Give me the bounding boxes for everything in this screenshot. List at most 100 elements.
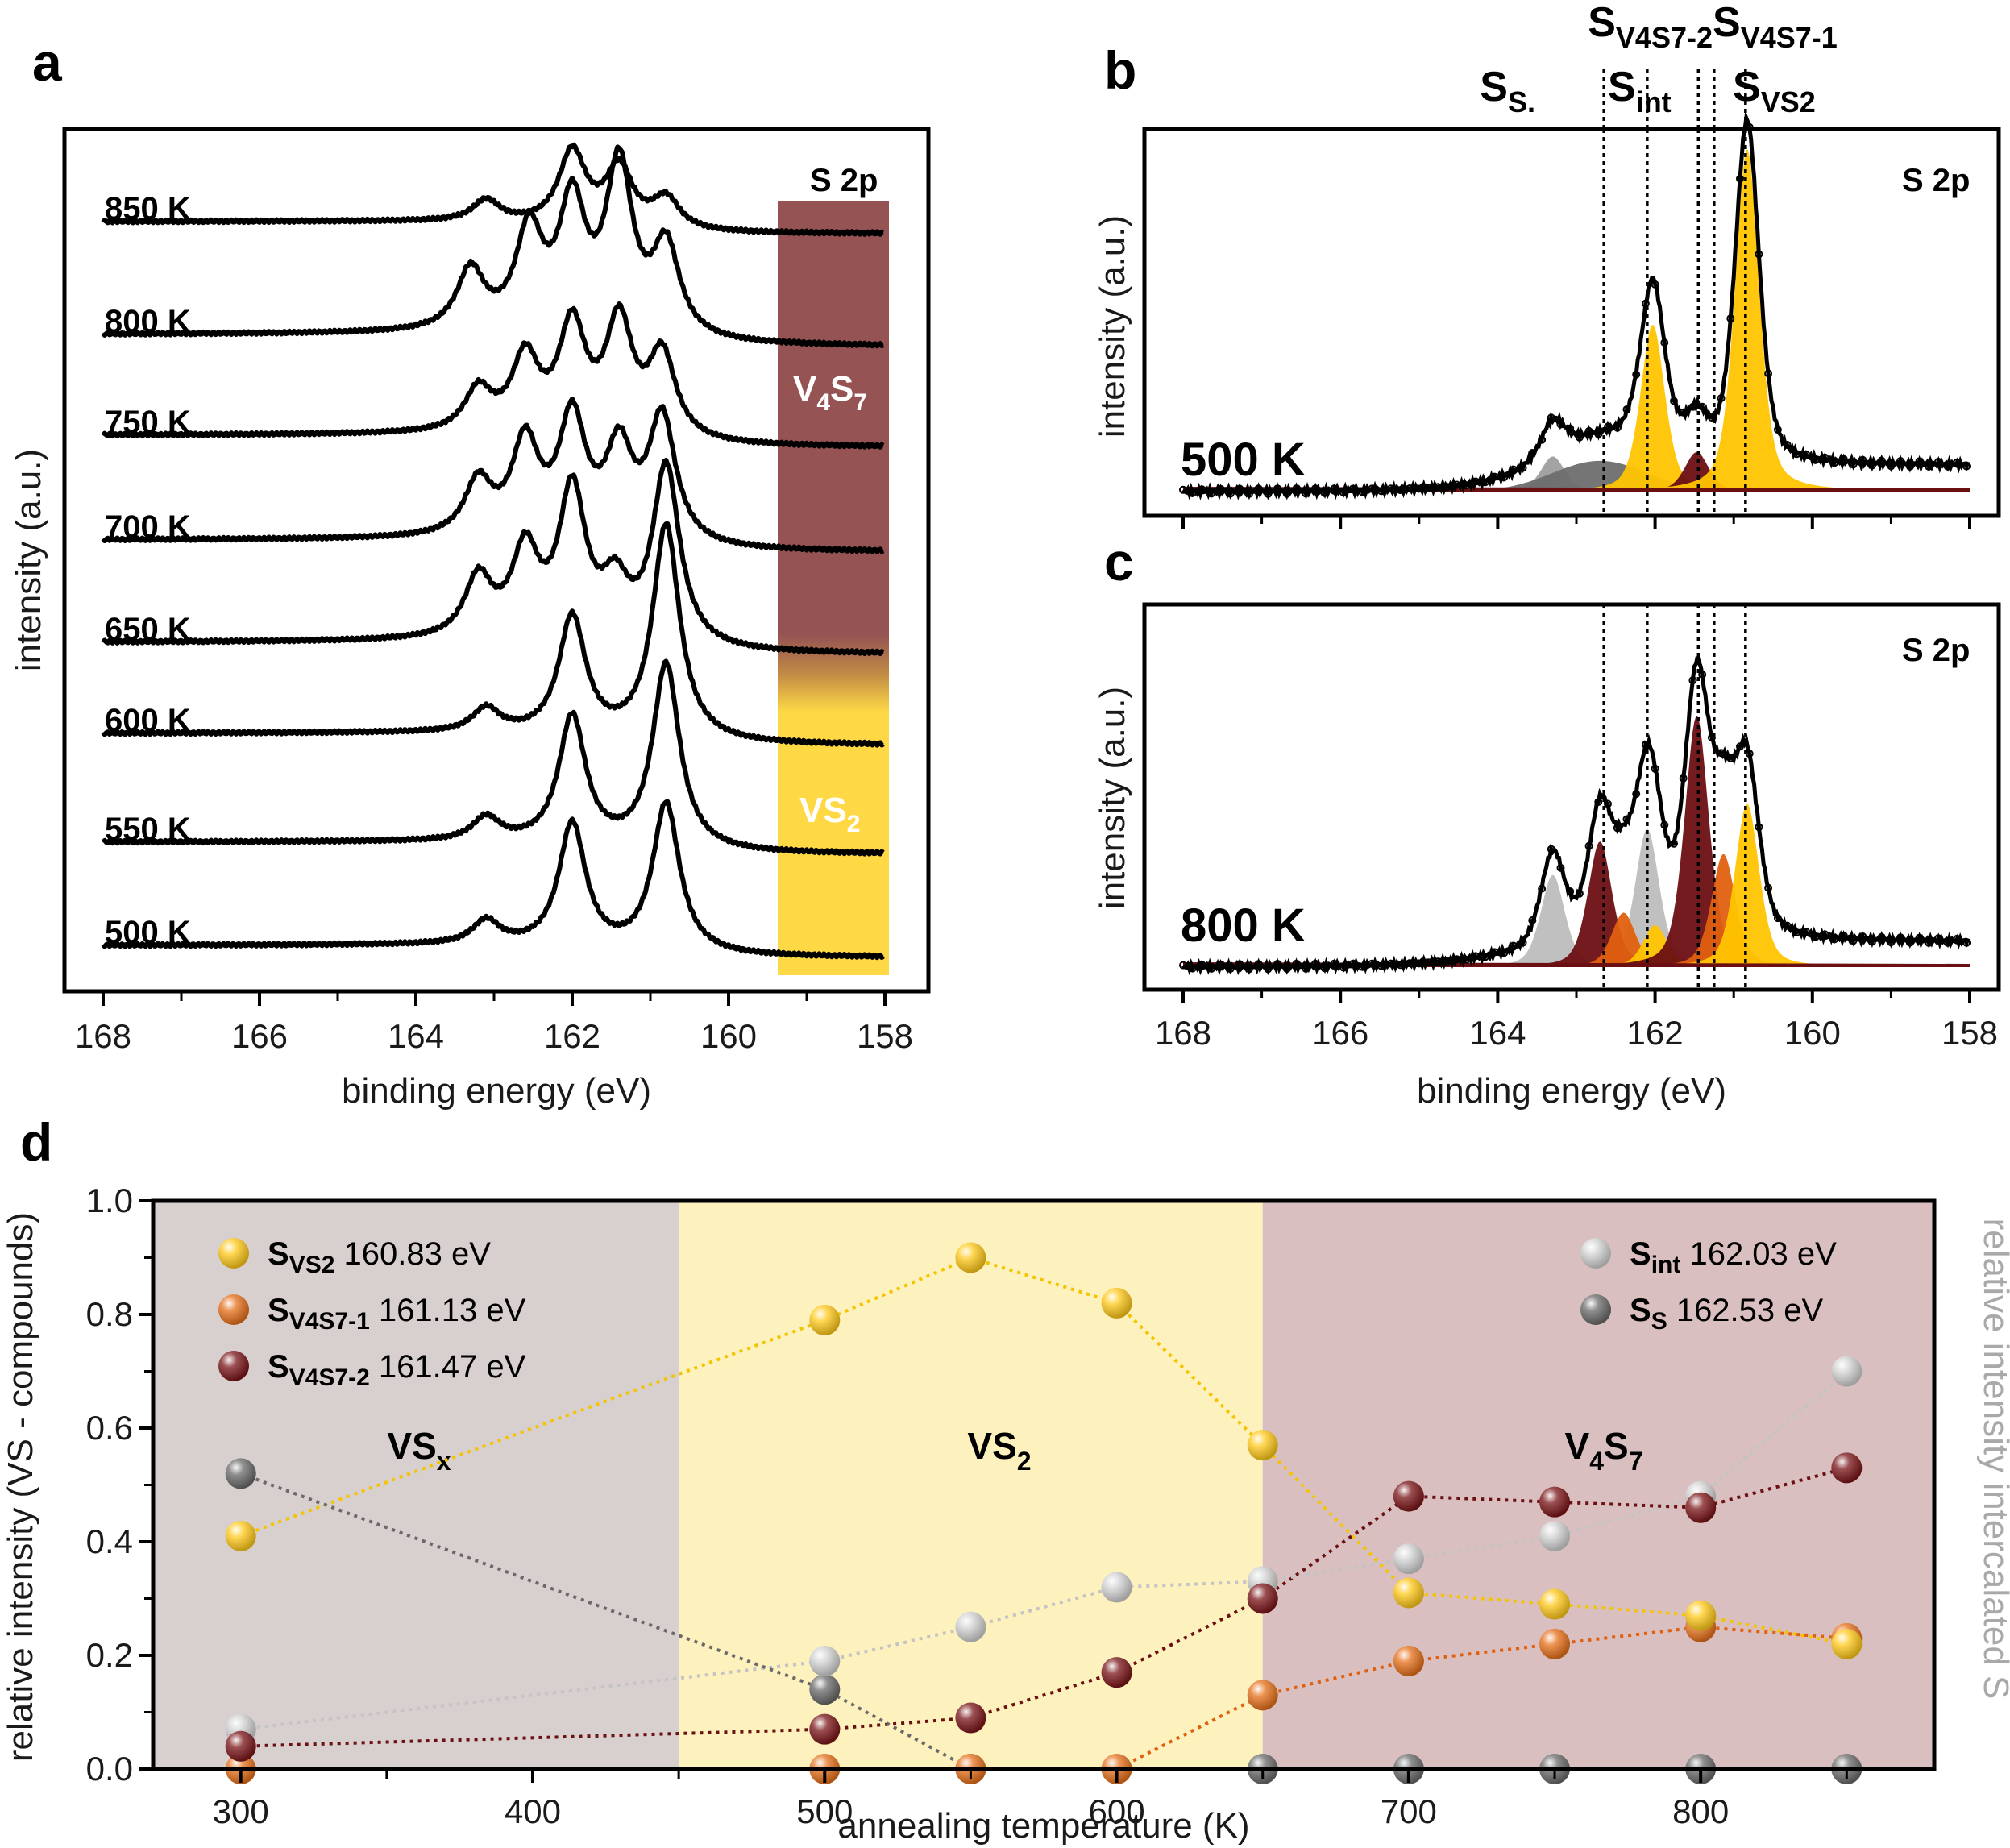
fit-component [1183, 841, 1970, 967]
data-point [1434, 483, 1443, 492]
legend-label: Sint 162.03 eV [1630, 1236, 1837, 1278]
data-point [1264, 965, 1273, 974]
data-point [1792, 450, 1801, 459]
data-point-shine [1685, 1492, 1717, 1523]
data-point [1547, 845, 1555, 853]
panel-b-s2p-label: S 2p [1902, 163, 1970, 198]
panel-a-spectra [101, 142, 885, 961]
fit-component [1183, 460, 1970, 492]
data-point [1500, 949, 1509, 957]
x-tick-label: 168 [1155, 1014, 1211, 1052]
data-point [1292, 484, 1301, 493]
data-point-shine [955, 1702, 986, 1734]
data-point [1962, 938, 1971, 947]
data-point-shine [1101, 1287, 1132, 1319]
data-point [1254, 484, 1263, 493]
data-point [1773, 914, 1782, 923]
data-point [1528, 916, 1537, 924]
spectrum-line [101, 397, 885, 554]
data-point [1717, 749, 1726, 758]
data-point [1462, 481, 1471, 490]
x-tick-label: 162 [1627, 1014, 1684, 1052]
data-point [1792, 928, 1801, 936]
data-point [1641, 740, 1650, 749]
data-point [1877, 932, 1886, 941]
data-point [1670, 839, 1678, 848]
data-point [1368, 959, 1377, 968]
data-point [1377, 487, 1385, 496]
data-point [1811, 932, 1820, 941]
x-tick-label: 164 [388, 1017, 444, 1055]
x-tick-label: 168 [75, 1017, 131, 1055]
data-point-shine [955, 1242, 986, 1273]
legend-label: SV4S7-1 161.13 eV [268, 1293, 526, 1335]
data-point [1877, 456, 1886, 465]
data-point [1660, 338, 1669, 347]
region-label: VSx [387, 1425, 451, 1476]
data-point [1273, 960, 1282, 968]
panel-c-x-axis: 168 166 164 162 160 158 [1155, 990, 1998, 1052]
panel-d-y-title-right: relative intensity intercalated S [1976, 1219, 2010, 1700]
legend-label: SV4S7-2 161.47 eV [268, 1349, 526, 1391]
data-point-shine [1685, 1600, 1717, 1631]
data-point [1707, 733, 1716, 742]
data-point [1282, 965, 1291, 974]
temperature-label: 500 K [105, 915, 191, 950]
data-point [1962, 462, 1971, 471]
data-point [1934, 458, 1942, 466]
band-label-v4s7: V4S7 [793, 369, 867, 416]
data-point-shine [225, 1458, 256, 1489]
panel-letter-b: b [1104, 40, 1136, 100]
data-point-shine [1539, 1520, 1571, 1551]
data-point [1481, 953, 1489, 961]
data-point [1320, 488, 1329, 497]
data-point-shine [809, 1646, 841, 1677]
data-point [1216, 484, 1225, 493]
panel-c-frame [1142, 602, 2001, 992]
data-point [1424, 484, 1433, 492]
data-point [1830, 935, 1839, 944]
data-point [1472, 952, 1481, 961]
region-label: VS2 [967, 1425, 1031, 1476]
data-point [1641, 299, 1650, 308]
panel-d-points [225, 1242, 1863, 1784]
data-point [1726, 754, 1735, 762]
data-point-shine [1101, 1572, 1132, 1603]
data-point [1566, 424, 1575, 433]
data-point [1302, 489, 1310, 498]
data-point [1566, 887, 1575, 895]
data-point [1452, 480, 1461, 489]
spectrum-line [101, 658, 885, 857]
data-point [1216, 960, 1225, 969]
data-point [1679, 774, 1688, 783]
data-point [1755, 823, 1763, 832]
data-point [1651, 280, 1659, 289]
data-point [1575, 433, 1584, 442]
data-point [1198, 485, 1206, 494]
data-point [1858, 932, 1867, 941]
panel-letter-a: a [32, 32, 63, 92]
data-point [1302, 964, 1310, 973]
data-point [1688, 676, 1697, 685]
data-point [1670, 397, 1678, 405]
data-point [1472, 477, 1481, 486]
data-point [1584, 426, 1593, 435]
data-point-shine [1247, 1680, 1278, 1711]
legend-marker-shine [218, 1294, 249, 1325]
data-point [1386, 959, 1395, 968]
data-point [1481, 478, 1489, 487]
data-point [1868, 461, 1876, 470]
panel-a: a S 2p V4S7 VS2 850 K 800 K 750 K 700 K 650 … [9, 32, 931, 1111]
legend-marker-shine [218, 1238, 249, 1269]
data-point [1726, 314, 1735, 323]
data-point [1509, 941, 1518, 950]
data-point [1414, 959, 1423, 968]
panel-d-x-title: annealing temperature (K) [837, 1806, 1249, 1846]
region-label: V4S7 [1565, 1425, 1643, 1476]
legend-marker-shine [1580, 1294, 1611, 1325]
data-point [1179, 961, 1187, 970]
data-point-shine [1393, 1480, 1424, 1512]
data-point [1339, 488, 1348, 497]
panel-d-axes: 300 400 500 600 700 800 0.0 0.2 0.4 0.6 0.8 1.0 [86, 1181, 1848, 1830]
data-point [1500, 473, 1509, 482]
